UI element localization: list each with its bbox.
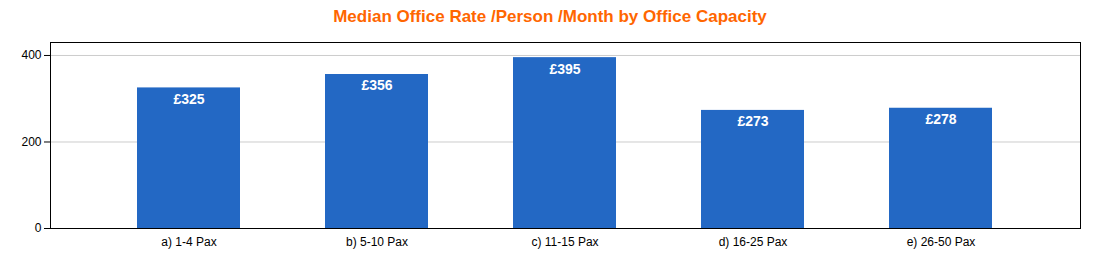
svg-text:£273: £273 (737, 113, 768, 129)
svg-text:£278: £278 (925, 111, 956, 127)
svg-text:e) 26-50 Pax: e) 26-50 Pax (907, 235, 976, 249)
svg-text:a) 1-4 Pax: a) 1-4 Pax (161, 235, 216, 249)
svg-text:c) 11-15 Pax: c) 11-15 Pax (531, 235, 598, 249)
svg-text:£356: £356 (361, 77, 392, 93)
svg-text:£325: £325 (173, 91, 204, 107)
svg-text:d) 16-25 Pax: d) 16-25 Pax (719, 235, 788, 249)
svg-text:b) 5-10 Pax: b) 5-10 Pax (346, 235, 408, 249)
svg-text:0: 0 (35, 221, 42, 235)
svg-text:400: 400 (21, 48, 41, 62)
html-text:Median Office Rate /Person /Mo: Median Office Rate /Person /Month by Off… (333, 7, 767, 26)
svg-text:£395: £395 (549, 61, 580, 77)
svg-text:200: 200 (21, 135, 41, 149)
